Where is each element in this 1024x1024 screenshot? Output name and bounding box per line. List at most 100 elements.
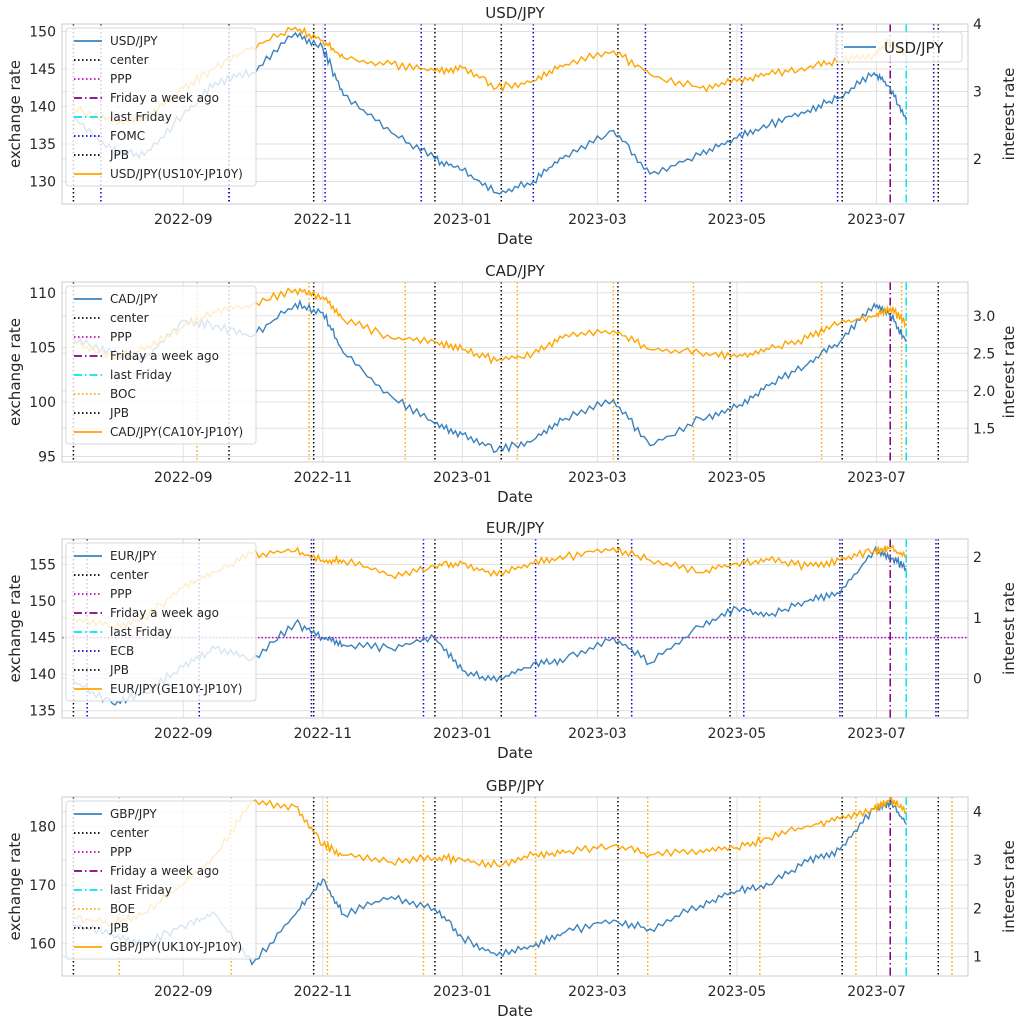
legend-entry: last Friday xyxy=(110,110,172,124)
plot-frame xyxy=(61,281,969,463)
legend-entry: Friday a week ago xyxy=(110,606,219,620)
plot-frame xyxy=(61,796,969,977)
y-tick-label: 130 xyxy=(29,175,56,191)
y-tick-label: 150 xyxy=(29,594,56,610)
y2-tick-label: 2.0 xyxy=(973,384,995,400)
x-tick-label: 2023-03 xyxy=(568,984,627,1000)
chart-panel-gbp-jpy: 2022-09 2022-11 2023-01 2023-03 2023-05 2023-… xyxy=(6,777,1018,1020)
y-axis-label: exchange rate xyxy=(6,832,24,940)
x-tick-label: 2022-09 xyxy=(154,470,213,486)
x-tick-label: 2023-01 xyxy=(433,470,492,486)
legend-entry: last Friday xyxy=(110,625,172,639)
plot-frame xyxy=(61,538,969,719)
x-tick-label: 2023-05 xyxy=(708,212,767,228)
legend-entry: GBP/JPY xyxy=(110,807,157,821)
y-tick-label: 155 xyxy=(29,558,56,574)
legend-entry: JPB xyxy=(109,663,129,677)
legend-entry: PPP xyxy=(110,72,132,86)
legend-entry: USD/JPY(US10Y-JP10Y) xyxy=(110,167,243,181)
y2-axis-label: interest rate xyxy=(1000,582,1018,675)
x-tick-label: 2022-11 xyxy=(294,212,353,228)
legend-entry: FOMC xyxy=(110,129,145,143)
y-tick-label: 145 xyxy=(29,62,56,78)
x-tick-label: 2022-09 xyxy=(154,726,213,742)
legend-entry: last Friday xyxy=(110,368,172,382)
legend-box xyxy=(65,27,257,187)
y-tick-label: 170 xyxy=(29,878,56,894)
chart-panel-cad-jpy: 2022-09 2022-11 2023-01 2023-03 2023-05 2023-… xyxy=(6,262,1018,506)
y-axis-label: exchange rate xyxy=(6,574,24,682)
legend-box xyxy=(835,31,963,63)
y-tick-label: 135 xyxy=(29,704,56,720)
legend-box xyxy=(65,285,257,445)
legend: CAD/JPY center PPP Friday a week ago last Fr… xyxy=(65,285,257,445)
x-tick-label: 2023-05 xyxy=(708,470,767,486)
y-tick-label: 140 xyxy=(29,100,56,116)
legend-entry: JPB xyxy=(109,148,129,162)
y2-tick-label: 2 xyxy=(973,901,982,917)
legend-box xyxy=(65,800,257,960)
x-tick-label: 2023-01 xyxy=(433,726,492,742)
legend-entry: Friday a week ago xyxy=(110,349,219,363)
legend-entry: PPP xyxy=(110,587,132,601)
chart-panel-usd-jpy: 2022-09 2022-11 2023-01 2023-03 2023-05 2023-… xyxy=(6,4,1018,248)
x-tick-label: 2023-05 xyxy=(708,984,767,1000)
y2-axis-label: interest rate xyxy=(1000,326,1018,419)
y-tick-label: 105 xyxy=(29,340,56,356)
legend-entry: GBP/JPY(UK10Y-JP10Y) xyxy=(110,940,242,954)
x-tick-label: 2022-09 xyxy=(154,212,213,228)
y2-tick-label: 2 xyxy=(973,550,982,566)
legend-entry: BOC xyxy=(110,387,136,401)
chart-title: CAD/JPY xyxy=(485,262,545,280)
legend-entry: Friday a week ago xyxy=(110,864,219,878)
x-tick-label: 2023-03 xyxy=(568,212,627,228)
legend-entry: ECB xyxy=(110,644,134,658)
x-axis-label: Date xyxy=(497,488,533,506)
y2-tick-label: 3.0 xyxy=(973,309,995,325)
y2-tick-label: 2.5 xyxy=(973,346,995,362)
x-tick-label: 2022-09 xyxy=(154,984,213,1000)
x-tick-label: 2023-07 xyxy=(847,984,906,1000)
legend: GBP/JPY center PPP Friday a week ago last Fr… xyxy=(65,800,257,960)
y2-tick-label: 4 xyxy=(973,17,982,33)
x-tick-label: 2023-01 xyxy=(433,212,492,228)
legend-entry: CAD/JPY(CA10Y-JP10Y) xyxy=(110,425,243,439)
legend-entry: PPP xyxy=(110,845,132,859)
x-axis-label: Date xyxy=(497,230,533,248)
y-tick-label: 100 xyxy=(29,395,56,411)
x-tick-label: 2022-11 xyxy=(294,984,353,1000)
x-axis-label: Date xyxy=(497,744,533,762)
x-tick-label: 2023-03 xyxy=(568,470,627,486)
legend-entry: center xyxy=(110,826,149,840)
legend-entry: EUR/JPY xyxy=(110,549,157,563)
chart-title: EUR/JPY xyxy=(486,519,545,537)
legend-entry: PPP xyxy=(110,330,132,344)
legend-entry: center xyxy=(110,53,149,67)
legend-entry: CAD/JPY xyxy=(110,292,158,306)
legend-entry: USD/JPY xyxy=(884,39,944,57)
chart-panel-eur-jpy: 2022-09 2022-11 2023-01 2023-03 2023-05 2023-… xyxy=(6,519,1018,762)
legend-entry: BOE xyxy=(110,902,135,916)
y2-tick-label: 1.5 xyxy=(973,421,995,437)
x-tick-label: 2023-03 xyxy=(568,726,627,742)
legend-entry: EUR/JPY(GE10Y-JP10Y) xyxy=(110,682,242,696)
legend-entry: JPB xyxy=(109,406,129,420)
x-tick-label: 2023-07 xyxy=(847,470,906,486)
chart-title: GBP/JPY xyxy=(486,777,545,795)
legend-entry: USD/JPY xyxy=(110,34,158,48)
legend-entry: Friday a week ago xyxy=(110,91,219,105)
chart-title: USD/JPY xyxy=(485,4,545,22)
plot-frame xyxy=(61,23,969,205)
legend: USD/JPY center PPP Friday a week ago last Fr… xyxy=(65,27,257,187)
y2-tick-label: 3 xyxy=(973,853,982,869)
x-tick-label: 2022-11 xyxy=(294,470,353,486)
legend: EUR/JPY center PPP Friday a week ago last Fr… xyxy=(65,542,257,702)
legend-entry: JPB xyxy=(109,921,129,935)
y-tick-label: 145 xyxy=(29,631,56,647)
legend-entry: center xyxy=(110,311,149,325)
y-axis-label: exchange rate xyxy=(6,318,24,426)
y2-tick-label: 1 xyxy=(973,611,982,627)
legend-entry: last Friday xyxy=(110,883,172,897)
legend-box xyxy=(65,542,257,702)
y2-tick-label: 4 xyxy=(973,805,982,821)
